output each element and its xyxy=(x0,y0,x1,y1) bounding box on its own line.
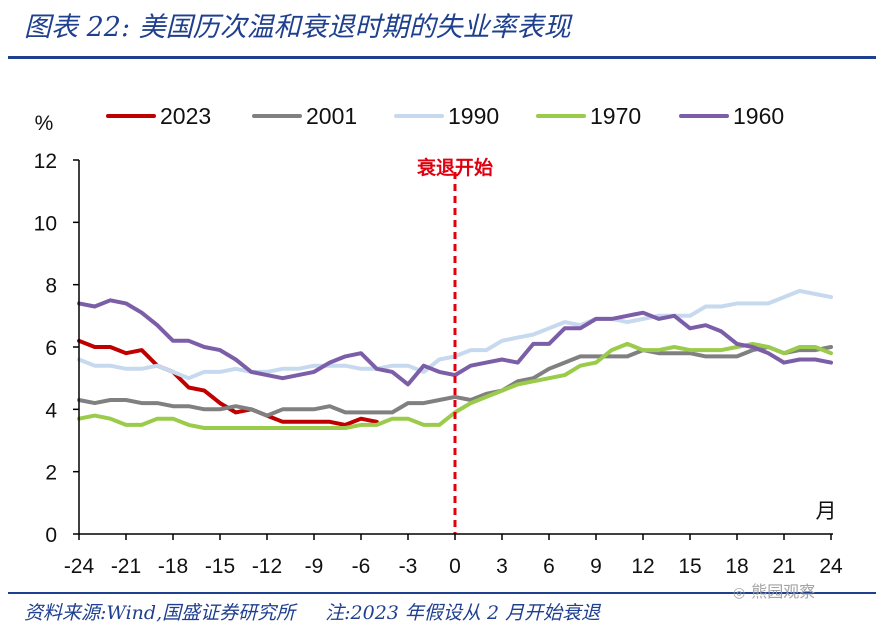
x-tick-label: -12 xyxy=(252,555,282,578)
x-tick-label: 21 xyxy=(772,555,795,578)
x-tick-label: 9 xyxy=(590,555,602,578)
x-tick-label: 3 xyxy=(496,555,508,578)
x-tick-label: 6 xyxy=(543,555,555,578)
legend-label-2023: 2023 xyxy=(160,103,211,129)
watermark: ◎ 熊园观察 xyxy=(733,578,815,602)
x-tick-label: 18 xyxy=(725,555,748,578)
wechat-icon: ◎ xyxy=(733,585,746,601)
x-tick-label: -3 xyxy=(399,555,418,578)
recession-start-label: 衰退开始 xyxy=(416,156,493,179)
footer-divider xyxy=(8,592,876,594)
source-text: 资料来源:Wind,国盛证券研究所 xyxy=(24,602,296,624)
x-tick-label: -24 xyxy=(64,555,95,578)
x-tick-label: -9 xyxy=(305,555,324,578)
x-tick-label: 24 xyxy=(819,555,843,578)
series-layer xyxy=(77,288,833,430)
y-tick-label: 4 xyxy=(45,399,57,422)
x-tick-label: -18 xyxy=(158,555,188,578)
legend: 2023 2001 1990 1970 1960 xyxy=(106,103,784,129)
x-tick-label: -21 xyxy=(111,555,141,578)
series-line-2001 xyxy=(77,345,833,418)
y-tick-label: 0 xyxy=(45,524,57,547)
y-tick-label: 6 xyxy=(45,337,57,360)
watermark-text: 熊园观察 xyxy=(751,582,816,601)
legend-label-1990: 1990 xyxy=(448,103,499,129)
x-tick-label: 15 xyxy=(678,555,701,578)
x-tick-label: 12 xyxy=(631,555,654,578)
series-line-1960 xyxy=(77,298,833,387)
y-tick-label: 2 xyxy=(45,462,57,485)
x-tick-label: 0 xyxy=(449,555,461,578)
chart-title: 图表 22: 美国历次温和衰退时期的失业率表现 xyxy=(24,12,571,43)
x-tick-label: -15 xyxy=(205,555,235,578)
title-divider xyxy=(8,56,876,59)
y-axis-unit: % xyxy=(35,112,54,135)
y-tick-label: 12 xyxy=(34,150,57,173)
note-text: 注:2023 年假设从 2 月开始衰退 xyxy=(325,602,601,624)
x-tick-label: -6 xyxy=(352,555,371,578)
y-tick-label: 10 xyxy=(34,212,57,235)
legend-label-1970: 1970 xyxy=(590,103,641,129)
y-tick-label: 8 xyxy=(45,275,57,298)
footer: 资料来源:Wind,国盛证券研究所 注:2023 年假设从 2 月开始衰退 xyxy=(24,598,600,628)
legend-label-1960: 1960 xyxy=(733,103,784,129)
x-axis-unit: 月 xyxy=(816,500,837,523)
legend-label-2001: 2001 xyxy=(306,103,357,129)
